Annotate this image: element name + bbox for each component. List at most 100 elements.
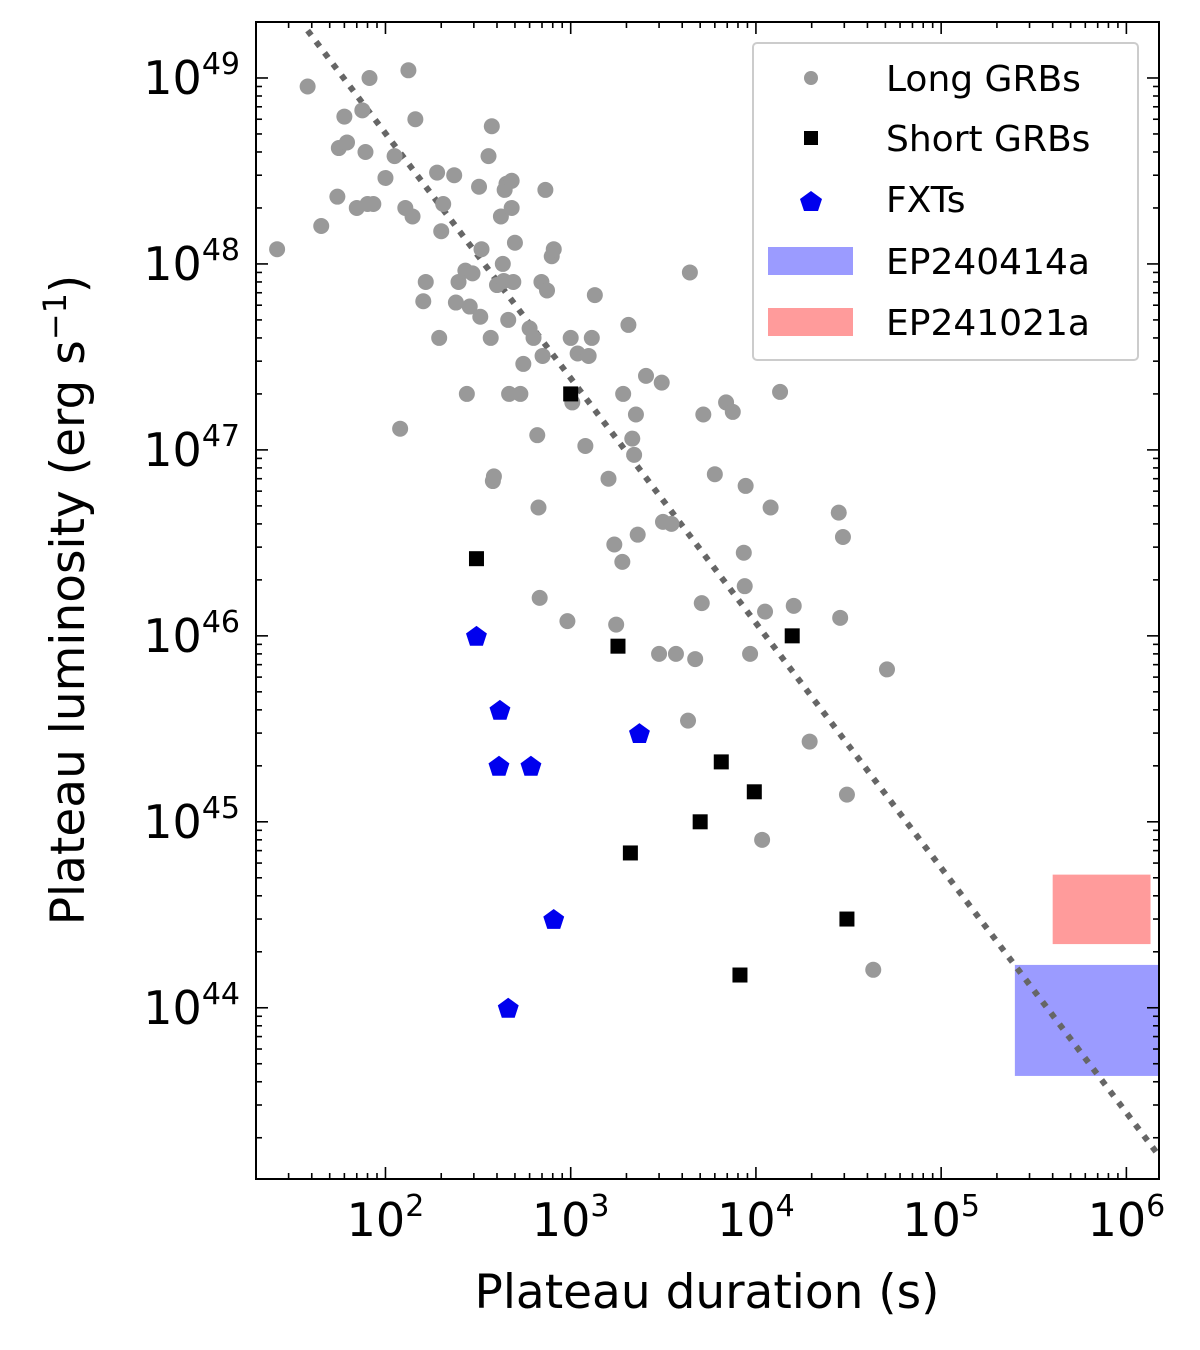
plot-frame (255, 21, 1160, 1180)
short-grbs-point (746, 784, 762, 800)
legend-swatch-ep241021a (768, 308, 853, 336)
long-grbs-point (577, 437, 594, 454)
y-axis-label-sup: −1 (36, 293, 74, 340)
long-grbs-point (386, 148, 403, 165)
long-grbs-point (269, 241, 286, 258)
long-grbs-point (651, 645, 668, 662)
long-grbs-point (624, 430, 641, 447)
short-grbs-point (784, 628, 800, 644)
y-axis-label: Plateau luminosity (erg s−1) (36, 275, 96, 926)
long-grbs-point (299, 78, 316, 95)
long-grbs-point (483, 118, 500, 135)
short-grbs-point (622, 845, 638, 861)
long-grbs-point (653, 374, 670, 391)
long-grbs-point (545, 241, 562, 258)
long-grbs-point (447, 294, 464, 311)
long-grbs-point (586, 287, 603, 304)
long-grbs-point (537, 181, 554, 198)
long-grbs-point (503, 172, 520, 189)
long-grbs-point (515, 355, 532, 372)
y-tick-label: 1046 (143, 605, 240, 663)
long-grbs-point (446, 167, 463, 184)
long-grbs-point (530, 499, 547, 516)
long-grbs-point (464, 265, 481, 282)
long-grbs-point (695, 406, 712, 423)
long-grbs-point (735, 544, 752, 561)
long-grbs-point (531, 589, 548, 606)
long-grbs-point (472, 308, 489, 325)
x-tick-label: 106 (1088, 1189, 1166, 1247)
short-grbs-point (468, 551, 484, 567)
long-grbs-point (614, 553, 631, 570)
short-grbs-point (713, 754, 729, 770)
long-grbs-point (377, 169, 394, 186)
fxts-point (543, 909, 565, 929)
legend-frame (752, 42, 1139, 361)
long-grbs-point (506, 234, 523, 251)
legend-marker-long-grbs (804, 71, 818, 85)
long-grbs-point (762, 499, 779, 516)
long-grbs-point (663, 515, 680, 532)
fxts-point (466, 625, 487, 646)
long-grbs-point (834, 529, 851, 546)
long-grbs-point (404, 208, 421, 225)
legend-label-ep240414a: EP240414a (886, 242, 1090, 283)
y-tick-label: 1044 (143, 977, 240, 1035)
long-grbs-point (415, 293, 432, 310)
long-grbs-point (865, 961, 882, 978)
legend-marker-fxts (800, 191, 822, 211)
long-grbs-point (757, 603, 774, 620)
points-layer (269, 62, 895, 1018)
fxts-point (520, 755, 542, 776)
fxts-point (489, 699, 511, 720)
x-axis-label: Plateau duration (s) (475, 1265, 940, 1320)
long-grbs-point (583, 329, 600, 346)
long-grbs-point (667, 645, 684, 662)
long-grbs-point (600, 470, 617, 487)
long-grbs-point (737, 477, 754, 494)
long-grbs-point (505, 273, 522, 290)
long-grbs-point (681, 264, 698, 281)
long-grbs-point (627, 406, 644, 423)
long-grbs-point (785, 597, 802, 614)
long-grbs-point (638, 367, 655, 384)
long-grbs-point (742, 645, 759, 662)
y-tick-label: 1048 (143, 233, 240, 291)
fit-line (305, 28, 1162, 1158)
long-grbs-point (365, 196, 382, 213)
long-grbs-point (417, 273, 434, 290)
long-grbs-point (392, 420, 409, 437)
long-grbs-point (754, 831, 771, 848)
y-tick-label: 1047 (143, 419, 240, 477)
fxts-point (629, 723, 650, 743)
long-grbs-point (473, 241, 490, 258)
long-grbs-point (801, 733, 818, 750)
long-grbs-point (485, 468, 502, 485)
legend-label-fxts: FXTs (886, 180, 966, 221)
long-grbs-point (361, 69, 378, 86)
long-grbs-point (559, 613, 576, 630)
long-grbs-point (433, 223, 450, 240)
x-tick-label: 105 (902, 1189, 980, 1247)
short-grbs-point (839, 911, 855, 927)
long-grbs-point (680, 712, 697, 729)
long-grbs-point (471, 178, 488, 195)
short-grbs-point (732, 967, 748, 983)
long-grbs-point (435, 196, 452, 213)
y-tick-label: 1045 (143, 791, 240, 849)
legend-label-ep241021a: EP241021a (886, 303, 1090, 344)
long-grbs-point (494, 255, 511, 272)
long-grbs-point (339, 134, 356, 151)
short-grbs-point (610, 638, 626, 654)
long-grbs-point (336, 108, 353, 125)
tick-labels-layer: 102 103 104 105 106 1044 1045 1046 1047 1048 1049 (143, 47, 1165, 1247)
long-grbs-point (407, 111, 424, 128)
long-grbs-point (512, 385, 529, 402)
long-grbs-point (482, 329, 499, 346)
long-grbs-point (620, 316, 637, 333)
long-grbs-point (724, 403, 741, 420)
long-grbs-point (429, 164, 446, 181)
legend-marker-short-grbs (804, 131, 818, 145)
y-axis-label-main: Plateau luminosity (erg s (41, 340, 96, 925)
long-grbs-point (606, 536, 623, 553)
